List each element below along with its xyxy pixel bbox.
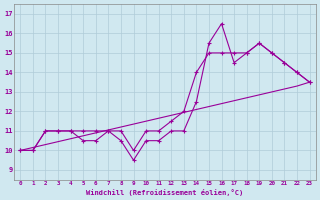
- X-axis label: Windchill (Refroidissement éolien,°C): Windchill (Refroidissement éolien,°C): [86, 189, 244, 196]
